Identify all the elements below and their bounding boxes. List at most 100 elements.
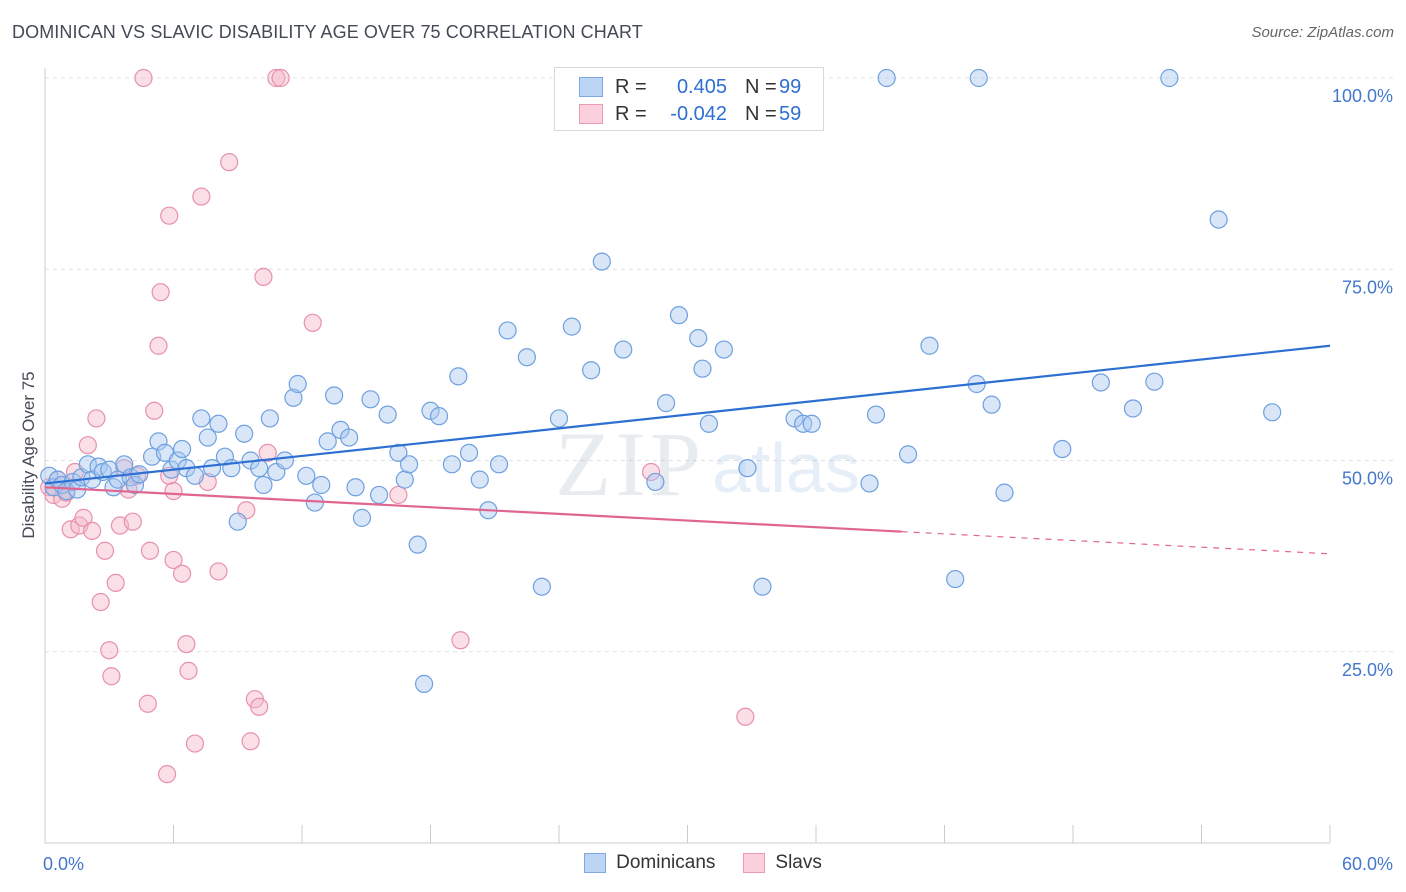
y-axis-label: Disability Age Over 75: [19, 371, 38, 538]
point-slavs: [179, 661, 198, 680]
point-slavs: [145, 401, 164, 420]
point-dominicans: [352, 508, 372, 527]
point-dominicans: [1123, 399, 1143, 418]
point-slavs: [241, 732, 260, 751]
point-dominicans: [198, 428, 217, 447]
point-slavs: [74, 508, 93, 527]
point-dominicans: [946, 569, 965, 589]
point-dominicans: [877, 68, 896, 88]
r-label: R =: [615, 102, 647, 125]
point-slavs: [151, 283, 170, 302]
point-dominicans: [449, 367, 468, 386]
point-slavs: [78, 436, 97, 455]
point-dominicans: [459, 443, 479, 462]
point-dominicans: [318, 432, 337, 451]
point-dominicans: [442, 455, 462, 474]
point-dominicans: [125, 475, 145, 495]
point-slavs: [303, 313, 322, 332]
r-label: R =: [615, 75, 647, 98]
point-slavs: [91, 592, 110, 612]
point-dominicans: [1209, 210, 1228, 229]
point-dominicans: [429, 407, 449, 426]
point-dominicans: [614, 340, 633, 359]
series-legend: Dominicans Slavs: [0, 852, 1406, 874]
point-dominicans: [592, 252, 611, 271]
point-dominicans: [669, 306, 689, 325]
point-slavs: [87, 409, 106, 428]
y-tick-label: 25.0%: [1342, 660, 1393, 680]
point-dominicans: [656, 394, 676, 413]
point-dominicans: [562, 317, 581, 336]
point-dominicans: [898, 445, 918, 464]
point-dominicans: [275, 451, 294, 470]
trend-line-slavs-extrapolated: [901, 531, 1331, 555]
legend-swatch-slavs: [579, 104, 603, 124]
point-dominicans: [235, 424, 254, 443]
point-dominicans: [689, 329, 708, 348]
point-slavs: [209, 562, 228, 581]
point-dominicans: [1160, 68, 1179, 88]
chart-title: DOMINICAN VS SLAVIC DISABILITY AGE OVER …: [12, 22, 643, 42]
point-dominicans: [693, 359, 712, 378]
point-dominicans: [192, 409, 211, 428]
point-dominicans: [699, 414, 719, 433]
legend-item-dominicans[interactable]: Dominicans: [584, 852, 715, 874]
point-dominicans: [549, 409, 569, 428]
point-dominicans: [370, 485, 389, 505]
legend-swatch: [743, 853, 766, 873]
legend-row-slavs: R = -0.042 N = 59: [555, 100, 801, 128]
point-dominicans: [982, 395, 1001, 414]
point-slavs: [192, 187, 211, 206]
point-dominicans: [532, 577, 551, 596]
trend-line-slavs: [44, 486, 902, 533]
point-slavs: [254, 267, 273, 286]
n-label: N =: [745, 102, 777, 125]
source-label[interactable]: Source: ZipAtlas.com: [1251, 24, 1394, 41]
point-dominicans: [209, 414, 228, 433]
point-dominicans: [738, 459, 757, 478]
legend-label: Dominicans: [616, 852, 716, 873]
point-slavs: [100, 641, 119, 660]
point-dominicans: [753, 577, 772, 596]
point-slavs: [138, 694, 157, 713]
point-dominicans: [172, 439, 192, 459]
point-dominicans: [1263, 403, 1282, 422]
y-tick-label: 100.0%: [1332, 86, 1393, 106]
point-slavs: [83, 521, 102, 540]
point-dominicans: [785, 409, 804, 428]
point-slavs: [61, 520, 80, 539]
legend-item-slavs[interactable]: Slavs: [743, 852, 822, 874]
series-slavs-points: [40, 68, 755, 784]
legend-label: Slavs: [775, 852, 822, 873]
point-slavs: [258, 443, 277, 462]
point-slavs: [157, 765, 177, 784]
point-dominicans: [1091, 373, 1110, 392]
trend-lines: [44, 344, 1331, 555]
watermark-atlas: atlas: [712, 429, 860, 507]
point-dominicans: [498, 321, 517, 340]
n-value: 99: [779, 75, 802, 98]
point-dominicans: [254, 475, 273, 495]
point-dominicans: [325, 386, 344, 405]
point-dominicans: [346, 478, 365, 497]
point-slavs: [164, 482, 183, 501]
point-slavs: [185, 734, 205, 753]
point-slavs: [271, 68, 290, 88]
n-value: 59: [779, 102, 802, 125]
point-dominicans: [228, 512, 247, 531]
legend-swatch-dominicans: [579, 77, 603, 97]
y-tick-label: 75.0%: [1342, 277, 1393, 297]
r-value: 0.405: [676, 75, 727, 98]
point-slavs: [160, 206, 179, 225]
point-slavs: [106, 573, 125, 593]
point-slavs: [736, 707, 755, 726]
point-dominicans: [920, 336, 939, 355]
point-dominicans: [297, 466, 316, 485]
point-dominicans: [969, 68, 988, 88]
point-dominicans: [517, 348, 536, 367]
point-slavs: [451, 631, 470, 650]
point-slavs: [102, 667, 121, 686]
point-dominicans: [866, 405, 886, 424]
point-dominicans: [646, 472, 665, 492]
